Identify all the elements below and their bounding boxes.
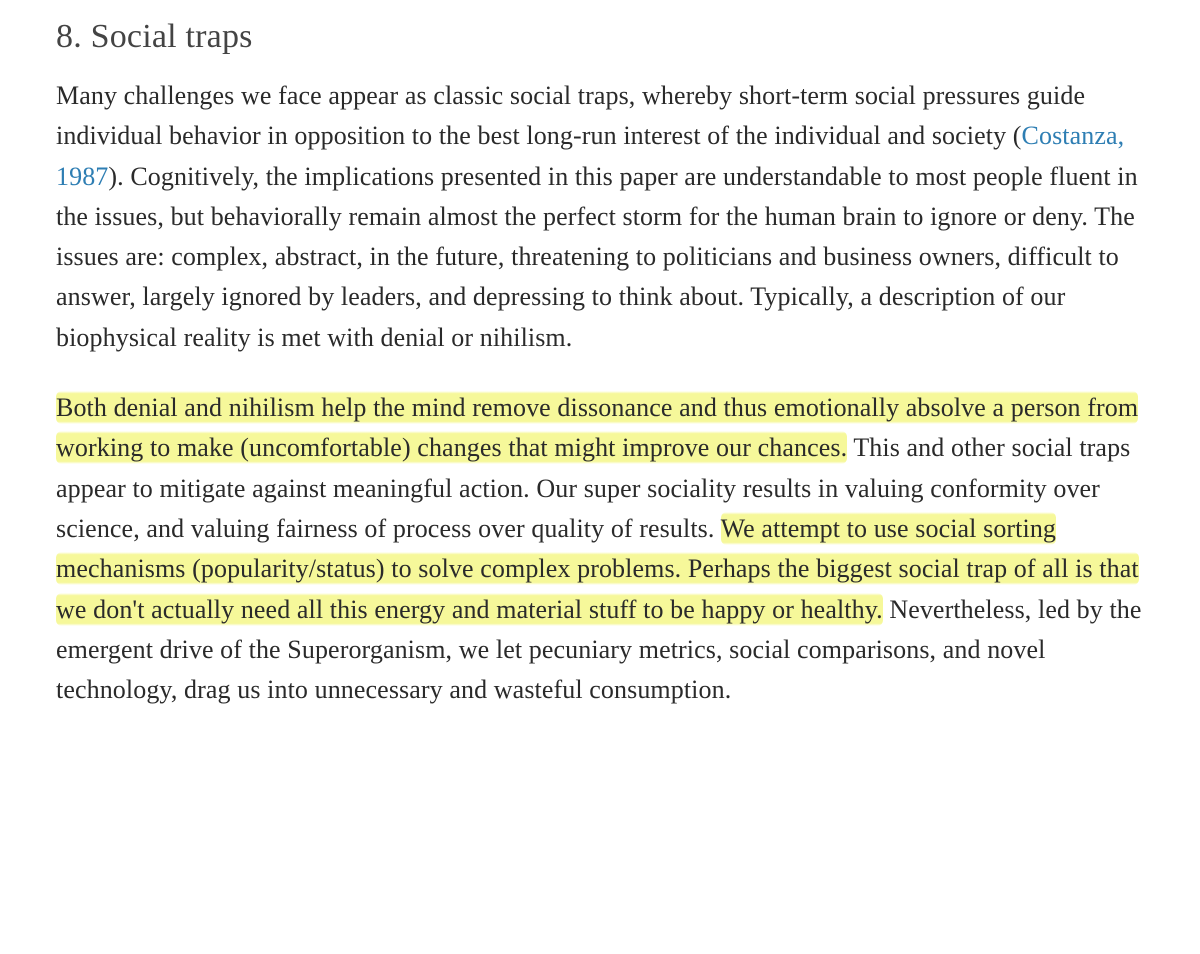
paragraph: Many challenges we face appear as classi… bbox=[56, 76, 1144, 358]
section-body: Many challenges we face appear as classi… bbox=[56, 76, 1144, 710]
text-run: ). Cognitively, the implications present… bbox=[56, 162, 1138, 352]
paragraph: Both denial and nihilism help the mind r… bbox=[56, 388, 1144, 710]
section-heading: 8. Social traps bbox=[56, 18, 1144, 56]
text-run: Many challenges we face appear as classi… bbox=[56, 81, 1085, 150]
section-number: 8. bbox=[56, 18, 82, 55]
section-title: Social traps bbox=[91, 18, 253, 55]
